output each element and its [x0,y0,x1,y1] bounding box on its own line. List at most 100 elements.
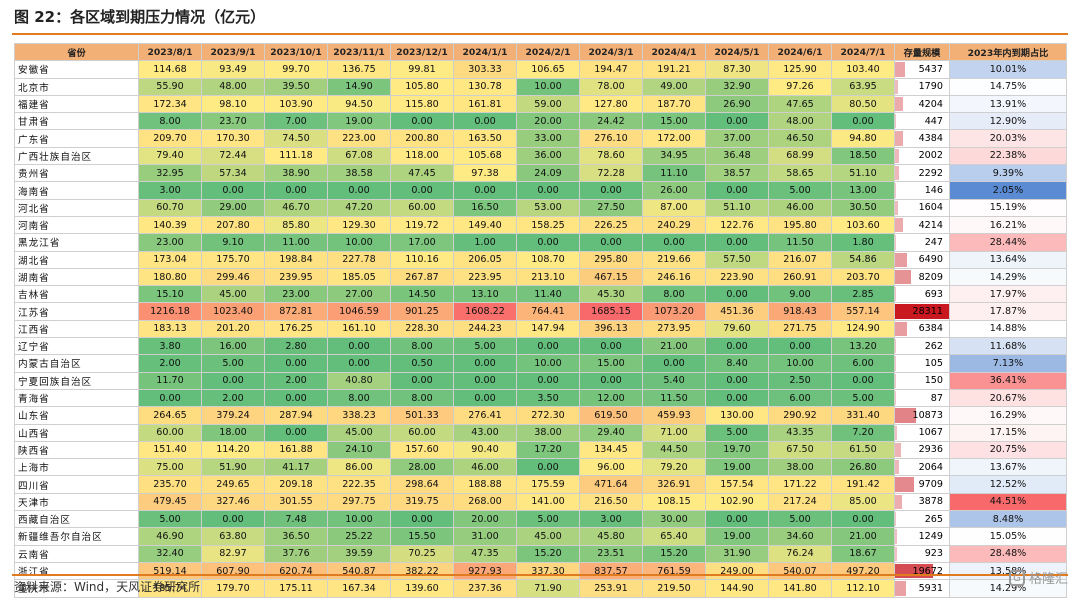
maturity-value-cell: 85.00 [831,492,895,512]
maturity-value-cell: 31.90 [705,544,769,563]
maturity-value-cell: 2.85 [831,285,895,304]
maturity-value-cell: 114.68 [138,60,202,79]
table-row: 广西壮族自治区 79.40 72.44 111.18 67.08 118.00 105.68… [14,146,1067,166]
maturity-value-cell: 187.70 [642,94,706,114]
stock-scale-value: 1249 [918,530,943,542]
maturity-value-cell: 0.00 [327,337,391,356]
table-row: 北京市 55.90 48.00 39.50 14.90 105.80 130.78 10.00… [14,77,1067,96]
maturity-value-cell: 379.24 [201,406,265,425]
stock-scale-cell: 447 [894,112,950,131]
maturity-value-cell: 0.00 [516,458,580,477]
maturity-value-cell: 24.42 [579,112,643,131]
table-row: 四川省 235.70 249.65 209.18 222.35 298.64 188.88 1… [14,475,1067,494]
stock-scale-cell: 6490 [894,250,950,269]
maturity-value-cell: 99.81 [390,60,454,79]
stock-scale-cell: 146 [894,181,950,200]
stock-scale-bar [895,269,911,285]
maturity-value-cell: 17.20 [516,440,580,460]
maturity-value-cell: 23.00 [264,285,328,304]
maturity-value-cell: 74.50 [264,129,328,148]
maturity-value-cell: 15.20 [642,544,706,563]
maturity-value-cell: 39.59 [327,544,391,563]
stock-scale-bar [895,200,899,215]
maturity-value-cell: 15.50 [390,527,454,546]
maturity-value-cell: 195.80 [768,215,832,235]
maturity-value-cell: 244.23 [453,319,517,339]
maturity-value-cell: 60.00 [390,198,454,217]
maturity-value-cell: 125.90 [768,60,832,79]
province-cell: 山东省 [14,406,139,425]
maturity-value-cell: 227.78 [327,250,391,269]
maturity-value-cell: 36.48 [705,146,769,166]
maturity-value-cell: 276.41 [453,406,517,425]
in-year-maturity-ratio-cell: 14.75% [949,77,1067,96]
table-row: 天津市 479.45 327.46 301.55 297.75 319.75 268.00 1… [14,492,1067,512]
maturity-value-cell: 103.60 [831,215,895,235]
maturity-value-cell: 98.10 [201,94,265,114]
stock-scale-bar [895,304,949,319]
maturity-value-cell: 216.07 [768,250,832,269]
maturity-value-cell: 1.80 [831,233,895,252]
maturity-value-cell: 0.00 [579,337,643,356]
maturity-value-cell: 33.00 [516,129,580,148]
stock-scale-bar [895,62,906,77]
stock-scale-cell: 4384 [894,129,950,148]
in-year-maturity-ratio-cell: 36.41% [949,371,1067,390]
maturity-value-cell: 130.78 [453,77,517,96]
maturity-value-cell: 18.50 [831,146,895,166]
maturity-value-cell: 3.80 [138,337,202,356]
maturity-value-cell: 0.00 [705,371,769,390]
maturity-value-cell: 0.00 [390,371,454,390]
maturity-value-cell: 110.16 [390,250,454,269]
stock-scale-cell: 9709 [894,475,950,494]
maturity-value-cell: 38.58 [327,164,391,183]
maturity-value-cell: 30.00 [642,510,706,529]
maturity-value-cell: 9.00 [768,285,832,304]
maturity-value-cell: 124.90 [831,319,895,339]
maturity-value-cell: 273.95 [642,319,706,339]
table-row: 海南省 3.00 0.00 0.00 0.00 0.00 0.00 0.00 0.00 26.00… [14,181,1067,200]
maturity-value-cell: 49.00 [642,77,706,96]
in-year-maturity-ratio-cell: 8.48% [949,510,1067,529]
province-cell: 湖南省 [14,267,139,287]
maturity-value-cell: 239.95 [264,267,328,287]
maturity-value-cell: 1073.20 [642,302,706,321]
maturity-value-cell: 10.00 [516,354,580,373]
maturity-value-cell: 157.60 [390,440,454,460]
stock-scale-cell: 2064 [894,458,950,477]
maturity-value-cell: 46.00 [768,198,832,217]
maturity-value-cell: 188.88 [453,475,517,494]
stock-scale-value: 2002 [918,150,943,162]
maturity-value-cell: 111.18 [264,146,328,166]
maturity-value-cell: 8.00 [138,112,202,131]
maturity-value-cell: 90.40 [453,440,517,460]
maturity-value-cell: 47.45 [390,164,454,183]
maturity-value-cell: 38.57 [705,164,769,183]
table-row: 福建省 172.34 98.10 103.90 94.50 115.80 161.81 59.… [14,94,1067,114]
table-row: 黑龙江省 23.00 9.10 11.00 10.00 17.00 1.00 0.00 0.00… [14,233,1067,252]
maturity-value-cell: 198.84 [264,250,328,269]
maturity-value-cell: 0.00 [516,371,580,390]
stock-scale-bar [895,494,903,510]
maturity-value-cell: 501.33 [390,406,454,425]
maturity-value-cell: 9.10 [201,233,265,252]
maturity-value-cell: 51.10 [831,164,895,183]
maturity-value-cell: 5.00 [138,510,202,529]
in-year-maturity-ratio-cell: 44.51% [949,492,1067,512]
province-cell: 陕西省 [14,440,139,460]
maturity-value-cell: 17.00 [390,233,454,252]
province-cell: 河南省 [14,215,139,235]
maturity-value-cell: 451.36 [705,302,769,321]
maturity-value-cell: 0.00 [327,181,391,200]
stock-scale-bar [895,356,897,371]
maturity-value-cell: 23.51 [579,544,643,563]
maturity-value-cell: 175.11 [264,579,328,598]
maturity-value-cell: 61.50 [831,440,895,460]
maturity-value-cell: 203.70 [831,267,895,287]
in-year-maturity-ratio-cell: 16.21% [949,215,1067,235]
maturity-value-cell: 459.93 [642,406,706,425]
stock-scale-value: 28311 [912,306,943,318]
maturity-value-cell: 301.55 [264,492,328,512]
stock-scale-cell: 105 [894,354,950,373]
stock-scale-cell: 5931 [894,579,950,598]
